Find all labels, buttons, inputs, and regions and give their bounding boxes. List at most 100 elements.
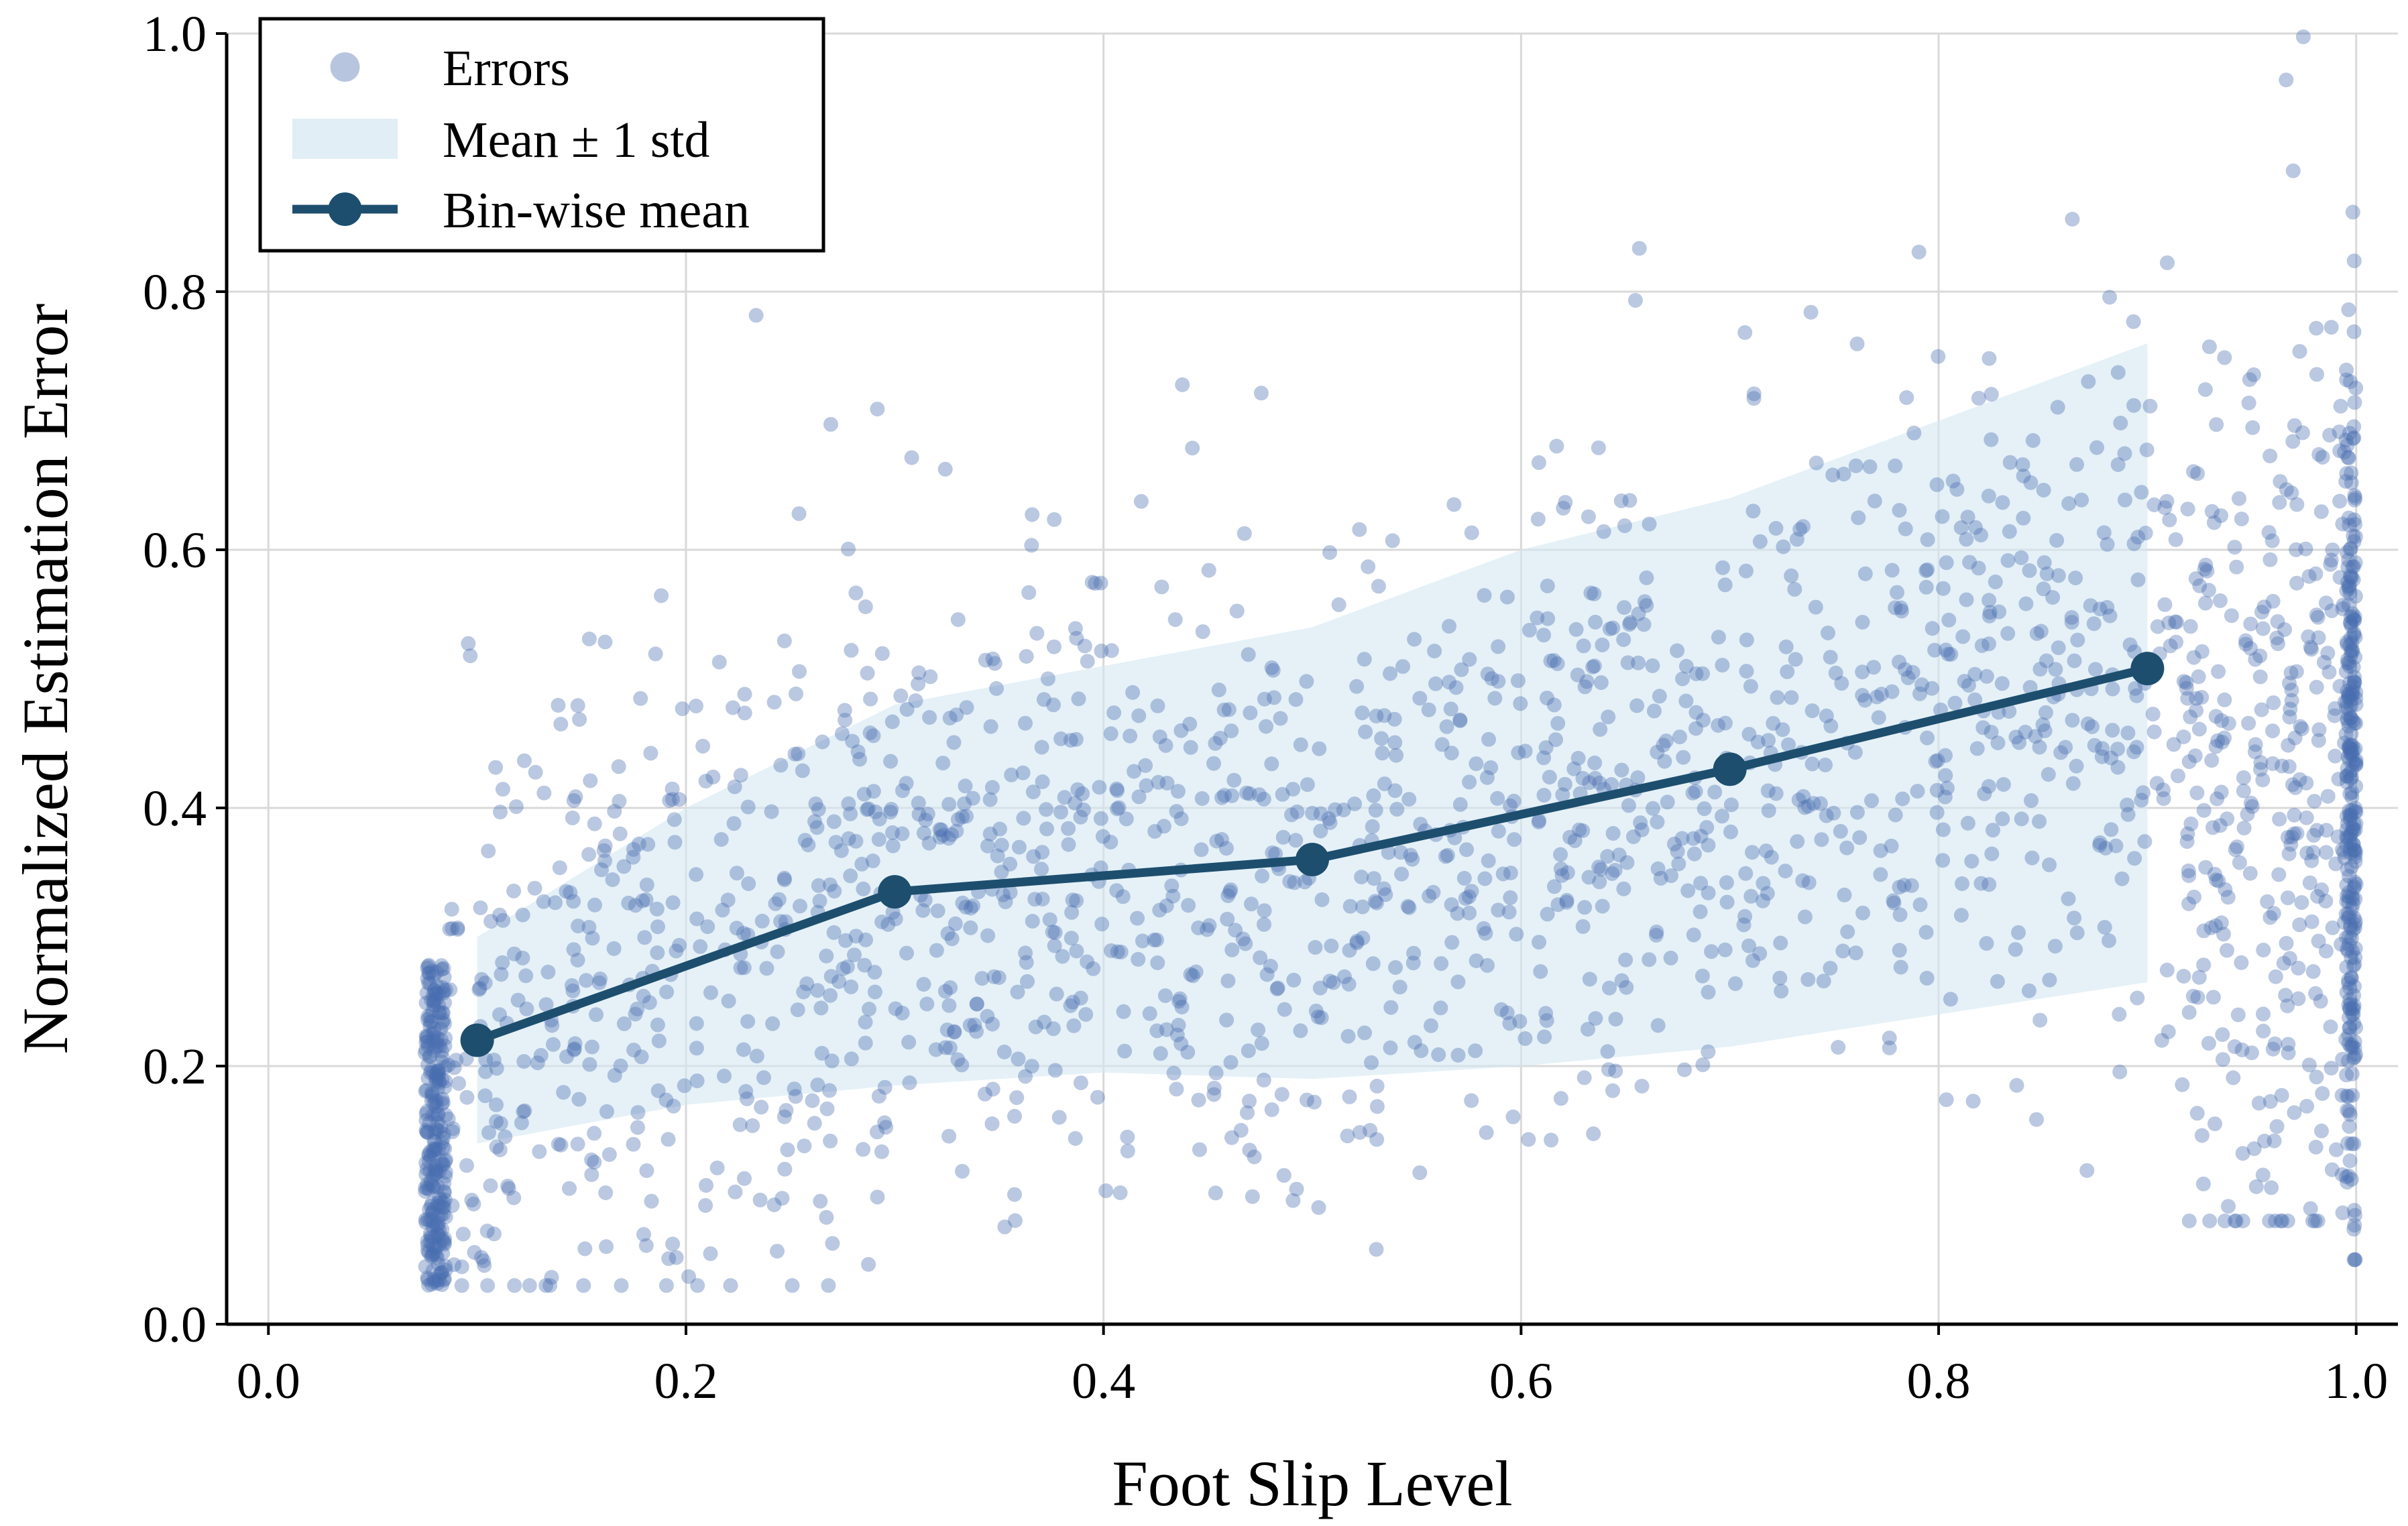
scatter-point [1450, 1047, 1466, 1063]
scatter-point [1813, 796, 1828, 811]
scatter-point [1543, 653, 1558, 668]
scatter-point [422, 1226, 438, 1241]
scatter-point [1387, 711, 1402, 727]
scatter-point [419, 1104, 435, 1119]
scatter-point [2345, 687, 2360, 703]
scatter-point [1078, 1007, 1094, 1022]
scatter-point [418, 1035, 434, 1050]
scatter-point [2120, 725, 2136, 741]
scatter-point [848, 929, 864, 944]
scatter-point [2234, 955, 2249, 970]
scatter-point [1094, 643, 1109, 658]
scatter-point [955, 895, 970, 911]
scatter-point [1866, 660, 1882, 675]
scatter-point [2344, 618, 2359, 634]
scatter-point [422, 1018, 438, 1034]
scatter-point [650, 1083, 666, 1098]
scatter-point [2342, 980, 2357, 996]
scatter-point [1892, 880, 1907, 895]
scatter-point [1971, 390, 1986, 406]
scatter-point [1503, 890, 1518, 905]
scatter-point [2319, 845, 2334, 860]
scatter-point [2341, 689, 2356, 705]
scatter-point [2344, 784, 2360, 800]
scatter-point [1130, 911, 1145, 926]
scatter-point [2306, 827, 2321, 843]
scatter-point [807, 814, 822, 829]
scatter-point [2348, 843, 2363, 858]
scatter-point [2212, 818, 2228, 833]
scatter-point [2348, 589, 2363, 604]
scatter-point [941, 797, 957, 812]
scatter-point [1222, 884, 1237, 900]
scatter-point [420, 1234, 435, 1248]
scatter-point [933, 829, 948, 845]
scatter-point [424, 1212, 439, 1227]
scatter-point [466, 1196, 481, 1212]
scatter-point [2130, 990, 2145, 1006]
scatter-point [871, 1089, 886, 1104]
scatter-point [2340, 655, 2355, 670]
scatter-point [841, 831, 856, 846]
scatter-point [426, 1240, 442, 1256]
scatter-point [1150, 698, 1165, 713]
scatter-point [1479, 1125, 1494, 1140]
scatter-point [1614, 762, 1629, 778]
scatter-point [2227, 540, 2242, 555]
scatter-point [587, 816, 602, 831]
scatter-point [2348, 805, 2364, 819]
scatter-point [2342, 752, 2357, 768]
scatter-point [1650, 744, 1665, 760]
scatter-point [1293, 1023, 1308, 1039]
scatter-point [1080, 654, 1095, 669]
scatter-point [1910, 784, 1925, 799]
scatter-point [2329, 1142, 2344, 1157]
scatter-point [1015, 765, 1031, 780]
scatter-point [1874, 687, 1889, 702]
scatter-point [2342, 909, 2357, 925]
scatter-point [1034, 862, 1049, 877]
scatter-point [426, 994, 442, 1009]
scatter-point [428, 1040, 443, 1055]
scatter-point [2287, 1105, 2302, 1120]
scatter-point [1365, 819, 1380, 834]
scatter-point [1009, 1090, 1025, 1106]
scatter-point [2341, 885, 2356, 900]
scatter-point [888, 911, 903, 927]
scatter-point [2015, 457, 2030, 472]
scatter-point [1464, 884, 1479, 899]
scatter-point [1371, 579, 1386, 594]
scatter-point [1622, 617, 1637, 632]
scatter-point [1066, 1018, 1082, 1033]
scatter-point [516, 1054, 532, 1069]
scatter-point [2243, 795, 2258, 811]
scatter-point [1758, 843, 1774, 859]
scatter-point [437, 1192, 453, 1208]
scatter-point [2344, 726, 2359, 742]
scatter-point [433, 1191, 449, 1207]
scatter-point [1576, 1070, 1592, 1085]
scatter-point [2347, 917, 2362, 932]
scatter-point [1639, 570, 1654, 585]
scatter-point [1170, 784, 1186, 799]
scatter-point [1509, 927, 1524, 942]
scatter-point [1579, 674, 1595, 689]
scatter-point [2226, 1070, 2241, 1085]
scatter-point [2339, 930, 2354, 945]
scatter-point [431, 1141, 447, 1157]
scatter-point [2092, 835, 2108, 850]
scatter-point [2348, 490, 2363, 506]
scatter-point [1886, 895, 1902, 911]
scatter-point [2341, 451, 2356, 466]
scatter-point [994, 864, 1009, 880]
scatter-point [1450, 906, 1465, 921]
scatter-point [1884, 684, 1900, 699]
scatter-point [431, 1069, 446, 1084]
scatter-point [2348, 891, 2363, 906]
scatter-point [1377, 708, 1392, 723]
scatter-point [1623, 615, 1638, 630]
scatter-point [1216, 702, 1232, 717]
scatter-point [2160, 255, 2175, 270]
scatter-point [1653, 870, 1668, 886]
scatter-point [1604, 777, 1619, 792]
